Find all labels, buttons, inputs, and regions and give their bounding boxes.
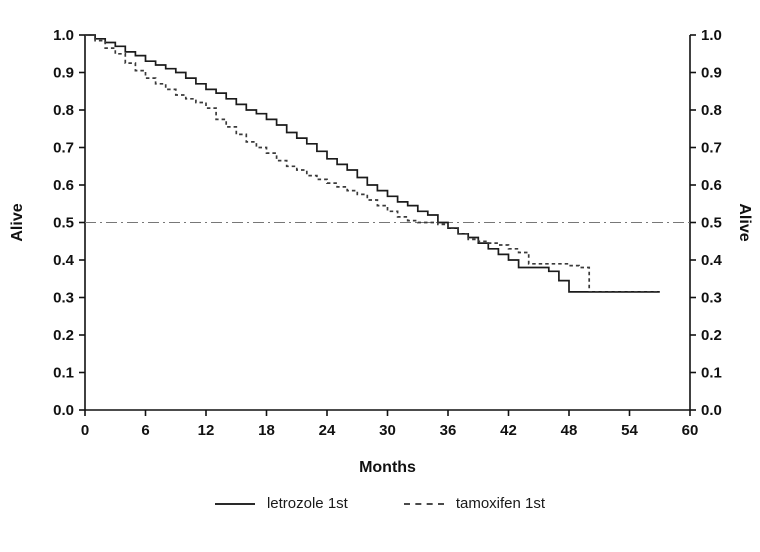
svg-text:0.3: 0.3	[701, 290, 722, 307]
svg-text:24: 24	[319, 422, 336, 439]
svg-text:1.0: 1.0	[701, 27, 722, 44]
svg-text:0.7: 0.7	[53, 140, 74, 157]
legend-item-tamoxifen: tamoxifen 1st	[403, 495, 546, 512]
svg-text:Alive: Alive	[9, 203, 26, 241]
svg-text:0.5: 0.5	[53, 215, 74, 232]
svg-text:42: 42	[500, 422, 517, 439]
dashed-line-icon	[403, 502, 444, 505]
svg-text:54: 54	[621, 422, 638, 439]
svg-text:0.6: 0.6	[53, 177, 74, 194]
legend-label-letrozole: letrozole 1st	[266, 495, 348, 512]
svg-text:0.3: 0.3	[53, 290, 74, 307]
legend-label-tamoxifen: tamoxifen 1st	[455, 495, 546, 512]
solid-line-icon	[214, 502, 255, 505]
svg-text:0.9: 0.9	[701, 65, 722, 82]
svg-text:Months: Months	[359, 459, 416, 476]
svg-text:0.2: 0.2	[701, 327, 722, 344]
svg-text:0.9: 0.9	[53, 65, 74, 82]
svg-text:6: 6	[141, 422, 149, 439]
svg-text:48: 48	[561, 422, 578, 439]
svg-text:Alive: Alive	[736, 203, 753, 241]
svg-text:0.6: 0.6	[701, 177, 722, 194]
svg-text:0.8: 0.8	[53, 102, 74, 119]
svg-text:36: 36	[440, 422, 457, 439]
svg-text:0.7: 0.7	[701, 140, 722, 157]
svg-text:0.4: 0.4	[53, 252, 75, 269]
svg-text:60: 60	[682, 422, 699, 439]
svg-text:0.5: 0.5	[701, 215, 722, 232]
legend-item-letrozole: letrozole 1st	[214, 495, 348, 512]
chart-legend: letrozole 1st tamoxifen 1st	[0, 495, 760, 512]
chart-canvas: 0.0 0.0 0.1 0.1 0.2 0.2 0.3 0.3 0.4 0.4 0.5 0.5 0.6 0…	[9, 27, 753, 476]
kaplan-meier-chart: 0.0 0.0 0.1 0.1 0.2 0.2 0.3 0.3 0.4 0.4 0.5 0.5 0.6 0…	[9, 27, 753, 476]
svg-text:0.1: 0.1	[701, 365, 722, 382]
svg-text:0: 0	[81, 422, 89, 439]
svg-text:0.1: 0.1	[53, 365, 74, 382]
svg-text:0.2: 0.2	[53, 327, 74, 344]
svg-text:0.0: 0.0	[701, 402, 722, 419]
svg-text:0.4: 0.4	[701, 252, 723, 269]
svg-text:18: 18	[258, 422, 275, 439]
svg-text:1.0: 1.0	[53, 27, 74, 44]
svg-text:12: 12	[198, 422, 215, 439]
svg-text:30: 30	[379, 422, 396, 439]
svg-text:0.0: 0.0	[53, 402, 74, 419]
svg-text:0.8: 0.8	[701, 102, 722, 119]
